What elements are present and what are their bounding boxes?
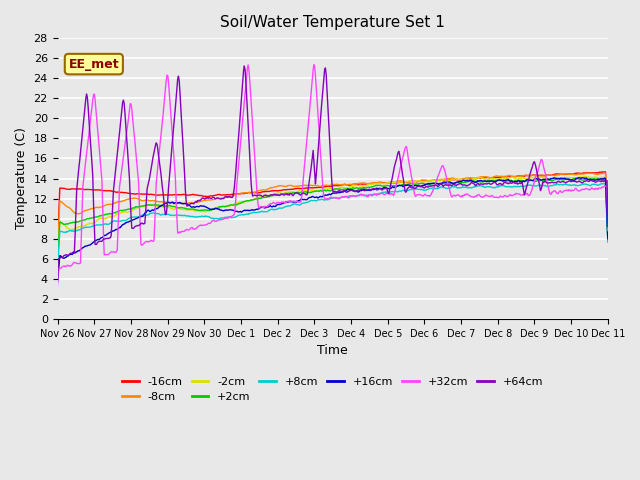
- +64cm: [241, 63, 248, 69]
- +2cm: [604, 236, 612, 242]
- -2cm: [399, 179, 407, 185]
- +64cm: [176, 90, 184, 96]
- -2cm: [176, 206, 184, 212]
- +64cm: [417, 184, 424, 190]
- +8cm: [176, 213, 184, 218]
- +2cm: [120, 207, 128, 213]
- Line: -8cm: -8cm: [58, 173, 608, 251]
- Y-axis label: Temperature (C): Temperature (C): [15, 128, 28, 229]
- +16cm: [399, 183, 407, 189]
- -16cm: [205, 193, 213, 199]
- +32cm: [63, 263, 71, 268]
- -2cm: [63, 226, 71, 231]
- +2cm: [176, 205, 184, 211]
- +64cm: [604, 224, 612, 229]
- +64cm: [63, 252, 71, 258]
- +2cm: [399, 182, 407, 188]
- -2cm: [416, 178, 424, 184]
- +8cm: [598, 181, 605, 187]
- -8cm: [54, 248, 61, 254]
- Text: EE_met: EE_met: [68, 58, 119, 71]
- +32cm: [604, 228, 612, 233]
- +64cm: [54, 276, 61, 282]
- -16cm: [399, 180, 407, 185]
- -16cm: [176, 192, 184, 198]
- Line: +16cm: +16cm: [58, 178, 608, 282]
- +64cm: [120, 100, 128, 106]
- -8cm: [176, 201, 184, 206]
- +16cm: [578, 175, 586, 180]
- -16cm: [54, 241, 61, 247]
- +16cm: [604, 236, 612, 241]
- +16cm: [176, 200, 184, 205]
- +2cm: [54, 260, 61, 266]
- -16cm: [598, 169, 606, 175]
- +32cm: [417, 192, 424, 198]
- Line: +2cm: +2cm: [58, 178, 608, 263]
- +32cm: [310, 62, 317, 68]
- -2cm: [205, 207, 213, 213]
- -2cm: [604, 235, 612, 240]
- -8cm: [588, 170, 596, 176]
- +16cm: [120, 221, 128, 227]
- Line: -16cm: -16cm: [58, 172, 608, 244]
- +8cm: [416, 186, 424, 192]
- X-axis label: Time: Time: [317, 344, 348, 357]
- Legend: -16cm, -8cm, -2cm, +2cm, +8cm, +16cm, +32cm, +64cm: -16cm, -8cm, -2cm, +2cm, +8cm, +16cm, +3…: [118, 372, 548, 407]
- -8cm: [416, 179, 424, 184]
- +8cm: [399, 188, 407, 193]
- +16cm: [205, 206, 213, 212]
- +8cm: [120, 217, 128, 223]
- +2cm: [570, 175, 578, 181]
- -2cm: [54, 259, 61, 265]
- -8cm: [399, 179, 407, 184]
- +8cm: [205, 214, 213, 219]
- +32cm: [54, 283, 61, 288]
- Line: +32cm: +32cm: [58, 65, 608, 286]
- +32cm: [401, 149, 408, 155]
- -16cm: [604, 232, 612, 238]
- -8cm: [604, 232, 612, 238]
- +16cm: [416, 183, 424, 189]
- +2cm: [416, 180, 424, 186]
- +64cm: [401, 182, 408, 188]
- +32cm: [120, 148, 128, 154]
- +8cm: [54, 266, 61, 272]
- -16cm: [416, 179, 424, 184]
- +2cm: [63, 221, 71, 227]
- Line: +64cm: +64cm: [58, 66, 608, 279]
- -8cm: [63, 204, 71, 210]
- -2cm: [582, 174, 589, 180]
- +16cm: [54, 279, 61, 285]
- -8cm: [120, 198, 128, 204]
- +8cm: [63, 229, 71, 235]
- +8cm: [604, 239, 612, 245]
- Line: +8cm: +8cm: [58, 184, 608, 269]
- +2cm: [205, 207, 213, 213]
- +64cm: [205, 194, 213, 200]
- +32cm: [176, 229, 184, 235]
- -2cm: [120, 209, 128, 215]
- -16cm: [63, 186, 71, 192]
- +32cm: [205, 220, 213, 226]
- -8cm: [205, 197, 213, 203]
- Line: -2cm: -2cm: [58, 177, 608, 262]
- +16cm: [63, 253, 71, 259]
- Title: Soil/Water Temperature Set 1: Soil/Water Temperature Set 1: [220, 15, 445, 30]
- -16cm: [120, 190, 128, 195]
